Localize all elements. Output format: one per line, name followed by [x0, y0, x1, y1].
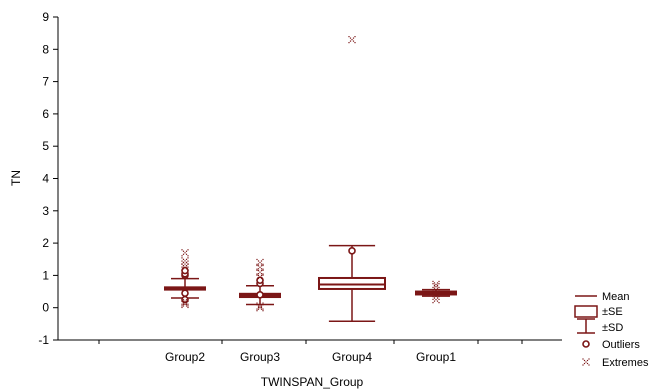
x-axis-label: TWINSPAN_Group — [261, 375, 364, 389]
y-tick-label: 2 — [42, 236, 49, 250]
outlier-point — [348, 247, 356, 255]
extreme-point — [256, 258, 264, 267]
y-tick-label: 8 — [42, 42, 49, 56]
y-tick-label: 5 — [42, 139, 49, 153]
box-group4 — [318, 36, 386, 323]
y-tick-label: 7 — [42, 75, 49, 89]
legend-item-box: ±SE — [574, 305, 623, 318]
extreme-point — [256, 263, 264, 271]
outlier-point — [256, 290, 264, 299]
extreme-point — [432, 283, 440, 291]
extreme-point — [582, 358, 590, 366]
boxes — [164, 36, 457, 323]
y-tick-label: 4 — [42, 172, 49, 186]
box-group2 — [164, 249, 206, 309]
legend-box-swatch — [574, 305, 598, 318]
axes: -1 0 1 2 3 4 5 6 7 8 9 Group2 Group3 Group4 Group1 — [38, 10, 562, 364]
x-tick-label: Group4 — [332, 350, 372, 364]
y-tick-label: 6 — [42, 107, 49, 121]
y-axis-label: TN — [9, 170, 23, 186]
legend-item-extreme: Extremes — [582, 357, 649, 369]
extreme-point — [181, 257, 189, 265]
x-tick-label: Group1 — [416, 350, 456, 364]
legend-item-mean: Mean — [575, 291, 630, 303]
y-tick-label: 1 — [42, 268, 49, 282]
extreme-point — [181, 249, 189, 257]
extreme-point — [256, 268, 264, 276]
extreme-point — [256, 304, 264, 312]
legend-item-outlier: Outliers — [582, 339, 640, 351]
y-tick-label: -1 — [38, 333, 49, 347]
y-tick-label: 0 — [42, 301, 49, 315]
box-group3 — [239, 258, 281, 312]
legend-label: ±SE — [602, 306, 623, 318]
extreme-point — [432, 292, 440, 300]
outlier-point — [582, 340, 590, 348]
y-tick-label: 3 — [42, 204, 49, 218]
legend-label: Mean — [602, 291, 630, 303]
outlier-point — [181, 289, 189, 297]
x-tick-label: Group3 — [240, 350, 280, 364]
extreme-point — [181, 299, 189, 307]
extreme-point — [348, 36, 356, 44]
x-tick-label: Group2 — [165, 350, 205, 364]
legend-label: Extremes — [602, 357, 649, 369]
y-tick-label: 9 — [42, 10, 49, 24]
extreme-point — [256, 273, 264, 281]
legend-label: ±SD — [602, 322, 623, 334]
legend: Mean ±SE ±SD Outliers Extremes — [574, 291, 649, 369]
legend-label: Outliers — [602, 339, 640, 351]
extreme-point — [181, 297, 189, 305]
box-group1 — [415, 280, 457, 304]
legend-item-whisker: ±SD — [577, 318, 623, 334]
extreme-point — [256, 302, 264, 310]
extreme-point — [432, 280, 440, 289]
